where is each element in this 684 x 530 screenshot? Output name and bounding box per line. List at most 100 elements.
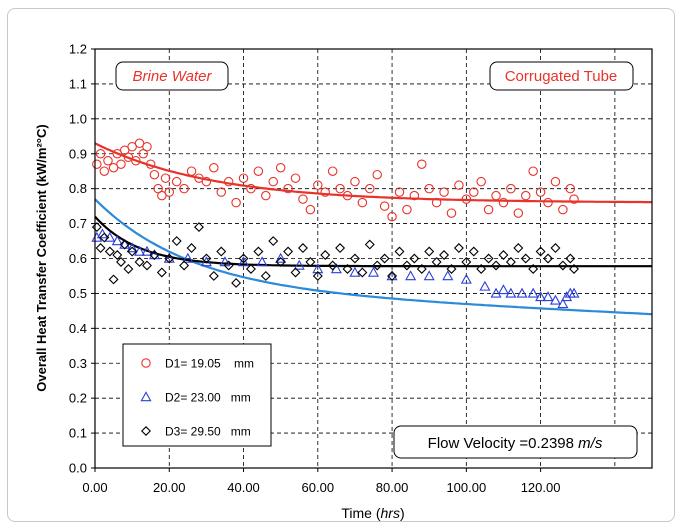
data-point	[527, 287, 539, 298]
data-point	[565, 253, 576, 264]
data-point	[442, 270, 454, 281]
x-tick-label: 80.00	[376, 480, 409, 495]
data-points	[91, 138, 580, 309]
data-point	[568, 287, 580, 298]
annotation-left: Brine Water	[115, 61, 229, 91]
data-point	[542, 291, 554, 302]
data-point	[543, 197, 553, 208]
data-point	[179, 183, 189, 194]
data-point	[557, 298, 569, 309]
data-point	[528, 263, 539, 274]
data-point	[561, 291, 573, 302]
data-point	[142, 142, 152, 152]
data-point	[423, 270, 435, 281]
data-point	[305, 257, 316, 267]
annotation-right: Corrugated Tube	[489, 61, 634, 91]
y-tick-label: 0.4	[69, 321, 87, 336]
data-point	[569, 194, 579, 204]
data-point	[497, 284, 510, 295]
data-point	[461, 194, 472, 204]
data-point	[535, 187, 546, 197]
data-point	[364, 239, 375, 250]
data-point	[476, 176, 486, 187]
data-point	[186, 243, 197, 254]
data-point	[565, 183, 576, 194]
data-point	[268, 176, 278, 187]
data-point	[201, 253, 212, 264]
data-point	[513, 243, 524, 254]
data-point	[550, 176, 561, 187]
data-point	[275, 257, 286, 267]
series-diamond	[91, 222, 579, 288]
data-point	[160, 173, 171, 183]
data-point	[409, 253, 420, 264]
data-point	[479, 280, 491, 291]
data-point	[424, 183, 434, 194]
data-point	[261, 190, 271, 201]
data-point	[149, 250, 160, 260]
data-point	[350, 176, 360, 187]
data-point	[513, 208, 524, 218]
data-point	[401, 260, 412, 271]
data-point	[237, 256, 250, 267]
data-point	[543, 253, 554, 264]
data-point	[283, 183, 293, 194]
data-point	[394, 246, 405, 257]
x-axis-ticks: 0.00 20.00 40.00 60.00 80.00 100.00 120.00	[82, 468, 560, 495]
y-tick-label: 0.7	[69, 216, 87, 231]
data-point	[275, 252, 287, 263]
data-point	[297, 243, 308, 254]
data-point	[231, 197, 241, 208]
data-point	[387, 270, 398, 281]
data-point	[549, 294, 561, 305]
data-point	[256, 256, 268, 267]
data-point	[528, 166, 538, 176]
data-point	[112, 149, 123, 159]
data-point	[156, 267, 167, 278]
data-point	[91, 222, 102, 233]
data-point	[454, 180, 464, 190]
y-axis-ticks: 0.0 0.1 0.2 0.3 0.4 0.5 0.6 0.7 0.8 0.9 1.0 1.1 1.2	[69, 42, 95, 476]
data-point	[476, 263, 487, 274]
data-point	[95, 243, 106, 254]
data-point	[275, 162, 286, 173]
data-point	[506, 183, 516, 194]
data-point	[416, 263, 427, 274]
data-point	[313, 180, 323, 190]
data-point	[558, 204, 568, 215]
data-point	[112, 250, 123, 260]
data-point	[119, 239, 130, 250]
data-point	[446, 263, 457, 274]
y-tick-label: 0.0	[69, 461, 87, 476]
data-point	[298, 194, 308, 204]
data-point	[516, 287, 528, 298]
x-tick-label: 20.00	[153, 480, 186, 495]
data-point	[164, 253, 175, 264]
x-tick-label: 0.00	[82, 480, 107, 495]
flow-velocity-box: Flow Velocity =0.2398 m/s	[393, 425, 638, 459]
data-point	[491, 190, 501, 201]
y-tick-label: 0.6	[69, 251, 87, 266]
data-point	[569, 263, 579, 274]
data-point	[116, 257, 126, 267]
data-point	[372, 169, 382, 180]
data-point	[505, 287, 517, 298]
y-tick-label: 0.9	[69, 146, 87, 161]
data-point	[193, 222, 204, 233]
x-tick-label: 60.00	[302, 480, 335, 495]
trendline	[94, 142, 652, 204]
data-point	[179, 260, 190, 271]
x-tick-label: 100.00	[446, 480, 486, 495]
data-point	[520, 190, 531, 201]
data-point	[145, 159, 156, 169]
data-point	[342, 263, 353, 274]
grid	[95, 49, 652, 468]
data-point	[134, 257, 145, 267]
data-point	[320, 250, 331, 260]
data-point	[127, 142, 137, 152]
data-point	[439, 187, 449, 197]
legend-label: D1= 19.05 mm	[165, 357, 254, 371]
data-point	[305, 204, 316, 215]
legend-marker-circle	[141, 358, 151, 368]
data-point	[123, 263, 134, 274]
